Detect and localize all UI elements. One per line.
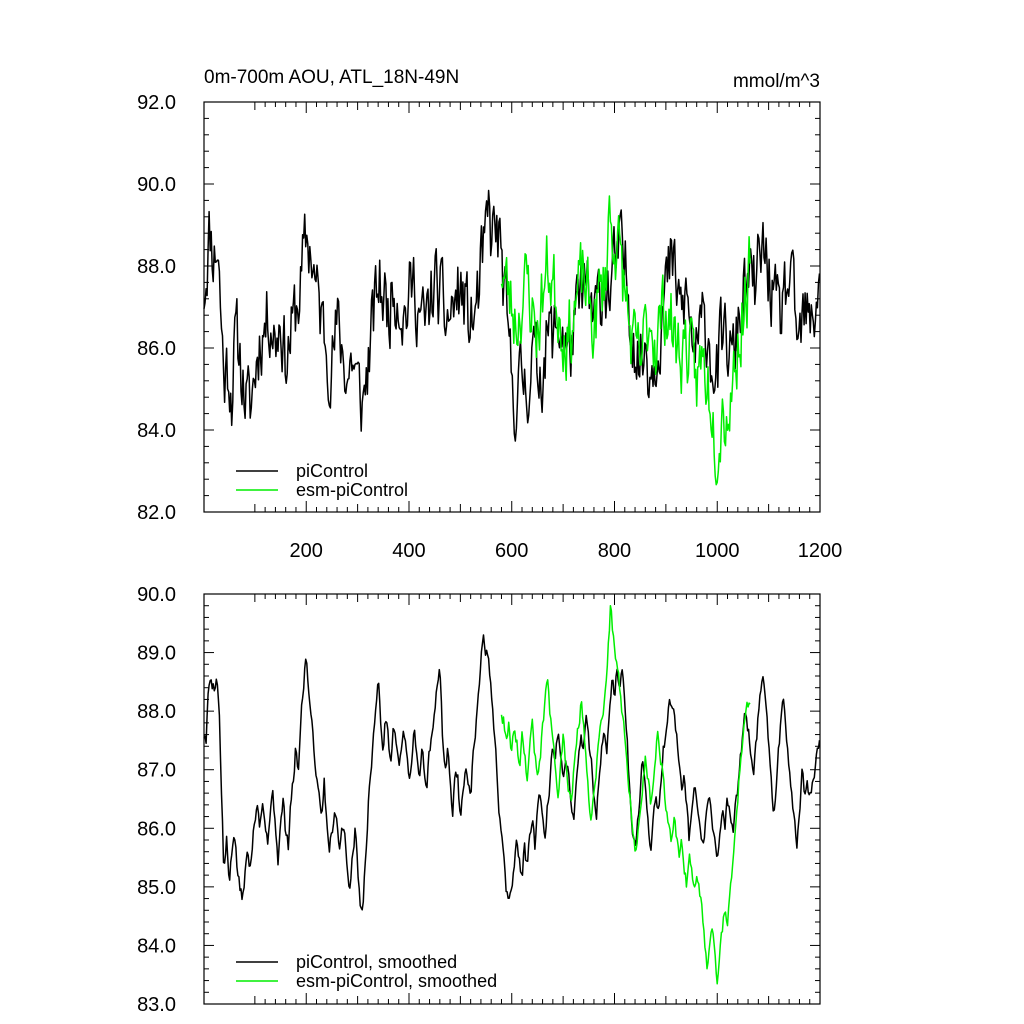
series-line-picontrol: [203, 189, 821, 442]
top-plot-frame: [203, 101, 821, 513]
legend-label-esm-picontrol: esm-piControl: [296, 480, 408, 500]
y-tick-label: 82.0: [137, 502, 176, 524]
y-tick-label: 86.0: [137, 818, 176, 840]
chart-title: 0m-700m AOU, ATL_18N-49N: [204, 67, 459, 88]
y-tick-label: 88.0: [137, 701, 176, 723]
bottom-panel: 83.0 84.0 85.0 86.0 87.0 88.0 89.0 90.0 piContr…: [137, 584, 821, 1016]
top-series-layer: [203, 189, 821, 486]
y-tick-label: 90.0: [137, 584, 176, 606]
bottom-axes: 83.0 84.0 85.0 86.0 87.0 88.0 89.0 90.0: [137, 584, 821, 1016]
legend-label-picontrol: piControl: [296, 461, 368, 481]
x-tick-label: 800: [598, 540, 631, 562]
y-tick-label: 92.0: [137, 92, 176, 114]
y-tick-label: 88.0: [137, 256, 176, 278]
top-axes: 200 400 600 800 1000 1200 82.0 84.0 86.0 88.0 90.0…: [137, 92, 842, 562]
bottom-plot-frame: [203, 593, 821, 1005]
series-line-esm-picontrol-smoothed: [500, 604, 751, 985]
bottom-series-layer: [203, 604, 821, 985]
x-tick-label: 600: [495, 540, 528, 562]
y-tick-label: 87.0: [137, 760, 176, 782]
x-tick-label: 400: [392, 540, 425, 562]
bottom-legend: piControl, smoothed esm-piControl, smoot…: [236, 952, 497, 991]
y-tick-label: 84.0: [137, 935, 176, 957]
y-tick-label: 84.0: [137, 420, 176, 442]
x-tick-label: 1000: [695, 540, 740, 562]
top-panel: 0m-700m AOU, ATL_18N-49N mmol/m^3 200 400…: [137, 67, 842, 562]
y-tick-label: 90.0: [137, 174, 176, 196]
y-tick-label: 83.0: [137, 994, 176, 1016]
y-tick-label: 85.0: [137, 877, 176, 899]
y-tick-label: 89.0: [137, 643, 176, 665]
series-line-esm-picontrol: [500, 195, 751, 486]
legend-label-esm-picontrol-smoothed: esm-piControl, smoothed: [296, 971, 497, 991]
x-tick-label: 200: [290, 540, 323, 562]
x-tick-label: 1200: [798, 540, 843, 562]
y-tick-label: 86.0: [137, 338, 176, 360]
legend-label-picontrol-smoothed: piControl, smoothed: [296, 952, 457, 972]
top-legend: piControl esm-piControl: [236, 461, 408, 500]
series-line-picontrol-smoothed: [203, 634, 821, 911]
units-label: mmol/m^3: [733, 71, 820, 92]
